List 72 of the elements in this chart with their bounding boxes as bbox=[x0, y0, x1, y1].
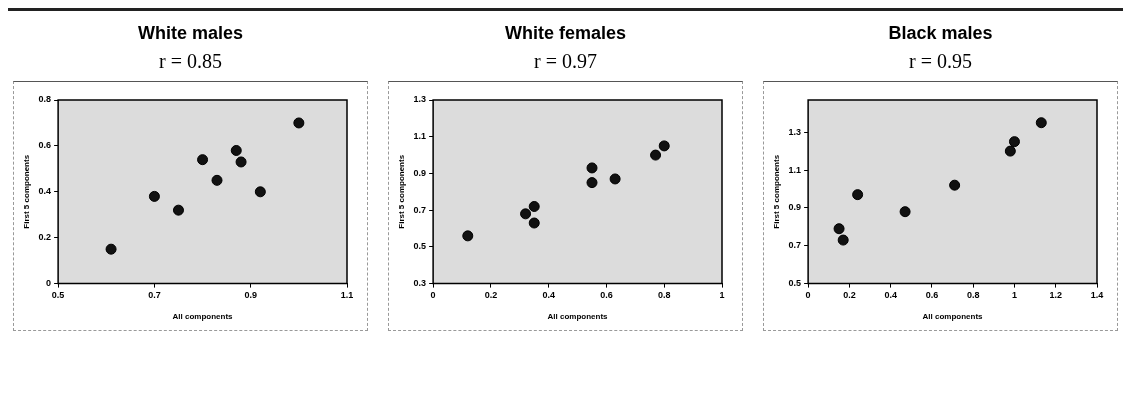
y-tick-label: 0.5 bbox=[788, 278, 802, 289]
point bbox=[197, 154, 209, 166]
point bbox=[650, 149, 662, 161]
point bbox=[254, 186, 266, 198]
y-tick-label: 0.7 bbox=[413, 204, 427, 215]
x-tick-label: 0.2 bbox=[843, 290, 856, 301]
x-tick-label: 0.6 bbox=[600, 290, 613, 301]
chart-title: White males bbox=[137, 23, 244, 44]
y-tick-label: 0.5 bbox=[413, 241, 427, 252]
chart-title: White females bbox=[504, 23, 627, 44]
point bbox=[852, 189, 864, 201]
point bbox=[462, 230, 474, 242]
x-tick-label: 1.4 bbox=[1090, 290, 1104, 301]
x-tick-label: 0 bbox=[430, 290, 436, 301]
x-tick-label: 0.4 bbox=[884, 290, 897, 301]
x-tick-label: 1 bbox=[1011, 290, 1017, 301]
x-tick-label: 0.4 bbox=[542, 290, 555, 301]
y-tick-label: 0.2 bbox=[38, 232, 52, 243]
point bbox=[1008, 136, 1020, 148]
point bbox=[293, 117, 305, 129]
y-tick-label: 1.1 bbox=[413, 131, 427, 142]
point bbox=[1035, 117, 1047, 129]
x-tick-label: 0.2 bbox=[484, 290, 498, 301]
x-tick-label: 0.7 bbox=[148, 290, 161, 301]
chart-subtitle: r = 0.97 bbox=[534, 50, 597, 73]
y-tick-label: 0.9 bbox=[788, 202, 802, 213]
x-tick-label: 1 bbox=[719, 290, 725, 301]
x-tick-label: 0.8 bbox=[966, 290, 980, 301]
point bbox=[211, 174, 223, 186]
y-tick-label: 0.9 bbox=[413, 167, 427, 178]
y-tick-label: 1.1 bbox=[788, 164, 802, 175]
point bbox=[833, 223, 845, 235]
x-axis-title: All components bbox=[922, 312, 984, 322]
point bbox=[949, 179, 961, 191]
y-axis-title: First 5 components bbox=[22, 154, 31, 229]
chart-title: Black males bbox=[888, 23, 993, 44]
chart-subtitle: r = 0.95 bbox=[909, 50, 972, 73]
y-tick-label: 0.6 bbox=[38, 140, 52, 151]
y-tick-label: 0.3 bbox=[413, 278, 427, 289]
point bbox=[1004, 145, 1016, 157]
x-tick-label: 1.1 bbox=[340, 290, 354, 301]
point bbox=[837, 234, 849, 246]
x-tick-label: 1.2 bbox=[1049, 290, 1062, 301]
point bbox=[148, 190, 160, 202]
point bbox=[520, 208, 532, 220]
point bbox=[528, 200, 540, 212]
x-tick-label: 0 bbox=[805, 290, 811, 301]
point bbox=[658, 140, 670, 152]
y-tick-label: 1.3 bbox=[788, 126, 802, 137]
point bbox=[609, 173, 621, 185]
y-tick-label: 0.8 bbox=[38, 94, 52, 105]
point bbox=[586, 177, 598, 189]
point bbox=[105, 243, 117, 255]
x-tick-label: 0.9 bbox=[244, 290, 257, 301]
x-axis-title: All components bbox=[172, 312, 234, 322]
y-axis-title: First 5 components bbox=[397, 154, 406, 229]
chart-subtitle: r = 0.85 bbox=[159, 50, 222, 73]
point bbox=[172, 204, 184, 216]
point bbox=[235, 156, 247, 168]
y-tick-label: 0.4 bbox=[38, 186, 52, 197]
x-tick-label: 0.5 bbox=[51, 290, 65, 301]
x-axis-title: All components bbox=[547, 312, 609, 322]
y-tick-label: 0.7 bbox=[788, 240, 802, 251]
y-axis-title: First 5 components bbox=[772, 154, 781, 229]
point bbox=[528, 217, 540, 229]
x-tick-label: 0.6 bbox=[925, 290, 939, 301]
point bbox=[230, 144, 242, 156]
y-tick-label: 0 bbox=[46, 278, 52, 289]
point bbox=[586, 162, 598, 174]
x-tick-label: 0.8 bbox=[657, 290, 671, 301]
y-tick-label: 1.3 bbox=[413, 94, 427, 105]
point bbox=[899, 206, 911, 218]
